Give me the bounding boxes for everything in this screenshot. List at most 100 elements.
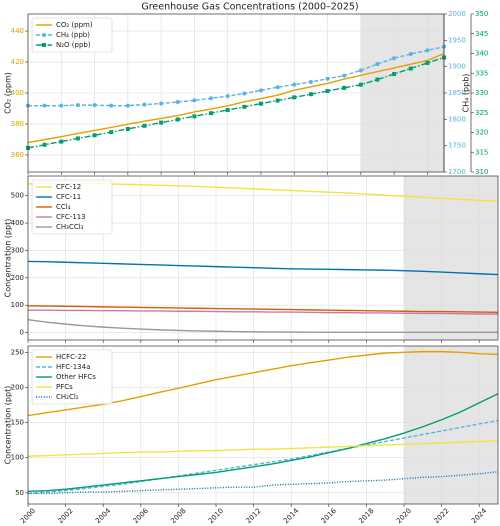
plot-frame [27,13,445,173]
series-line [28,309,498,315]
point-marker [325,76,330,81]
legend-box [31,179,113,235]
series-line [27,305,499,314]
y-tick-label: 50 [15,489,24,497]
point-marker [109,130,114,135]
point-marker [342,85,347,90]
y-axis-label: CO₂ (ppm) [4,72,13,114]
legend-label: CH₄ (ppb) [56,31,90,39]
point-marker [392,72,397,77]
point-marker [342,73,347,78]
point-marker [242,104,247,109]
y-tick-label: 0 [20,329,24,337]
legend-box [31,17,113,53]
series-line [27,260,499,276]
point-marker [142,123,147,128]
point-marker [75,136,80,141]
point-marker [225,94,230,99]
point-marker [358,68,363,73]
point-marker [175,99,180,104]
point-marker [275,98,280,103]
point-marker [175,117,180,122]
legend-marker [42,43,46,47]
y2-tick-label: 1850 [448,89,466,97]
point-marker [92,103,97,108]
legend-marker [42,33,46,37]
point-marker [275,85,280,90]
series-line [27,440,499,457]
y-tick-label: 200 [11,274,24,282]
y2-tick-label: 1800 [448,115,466,123]
x-tick-label: 2004 [94,506,113,525]
legend-box [31,349,113,405]
point-marker [42,142,47,147]
x-tick-label: 2020 [395,507,413,525]
y-axis-label: Concentration (ppt) [4,219,13,298]
point-marker [209,96,214,101]
chart-title: Greenhouse Gas Concentrations (2000–2025… [141,2,358,13]
y2-tick-label: 1750 [448,142,466,150]
x-tick-label: 2018 [357,507,375,525]
y2-tick-label: 1700 [448,168,466,176]
plot-frame [27,175,499,341]
point-marker [59,103,64,108]
x-tick-label: 2022 [432,507,450,525]
point-marker [109,103,114,108]
y-tick-label: 360 [11,151,24,159]
y-tick-label: 440 [11,27,24,35]
point-marker [258,88,263,93]
point-marker [209,111,214,116]
point-marker [358,82,363,87]
point-marker [375,77,380,82]
y3-tick-label: 325 [475,109,488,117]
y3-tick-label: 335 [475,69,488,77]
x-tick-label: 2012 [244,507,262,525]
point-marker [308,79,313,84]
y3-tick-label: 345 [475,30,488,38]
point-marker [192,98,197,103]
y-axis-label: Concentration (ppt) [4,386,13,465]
point-marker [42,103,47,108]
legend-label: CFC-113 [56,213,86,221]
x-tick-label: 2008 [169,507,187,525]
y-tick-label: 100 [11,454,24,462]
point-marker [92,133,97,138]
legend-label: HFC-134a [56,363,90,371]
y2-tick-label: 1900 [448,63,466,71]
point-marker [392,56,397,61]
legend-label: CCl₄ [56,203,71,211]
legend-label: CFC-11 [56,193,81,201]
y3-tick-label: 310 [475,168,488,176]
point-marker [142,102,147,107]
y-tick-label: 100 [11,301,24,309]
series-line [28,45,445,107]
legend-label: CH₃CCl₃ [56,223,84,231]
series-line [27,56,445,149]
y-tick-label: 300 [11,246,24,254]
legend-label: CFC-12 [56,183,81,191]
x-tick-label: 2010 [207,507,225,525]
legend-label: CO₂ (ppm) [56,21,93,29]
legend-label: N₂O (ppb) [56,41,91,49]
series-line [27,419,499,495]
point-marker [159,120,164,125]
y-tick-label: 500 [11,192,24,200]
y-tick-label: 400 [11,89,24,97]
series-line [27,52,445,144]
series-line [27,319,498,334]
point-marker [292,95,297,100]
point-marker [408,52,413,57]
y2-tick-label: 1950 [448,36,466,44]
point-marker [242,91,247,96]
point-marker [375,62,380,67]
x-tick-label: 2002 [56,507,74,525]
point-marker [159,101,164,106]
highlight-span [404,346,498,504]
legend-label: PFCs [56,383,73,391]
point-marker [225,107,230,112]
point-marker [258,101,263,106]
legend-label: Other HFCs [56,373,96,381]
x-tick-label: 2006 [132,506,151,525]
point-marker [125,103,130,108]
y-tick-label: 420 [11,58,24,66]
